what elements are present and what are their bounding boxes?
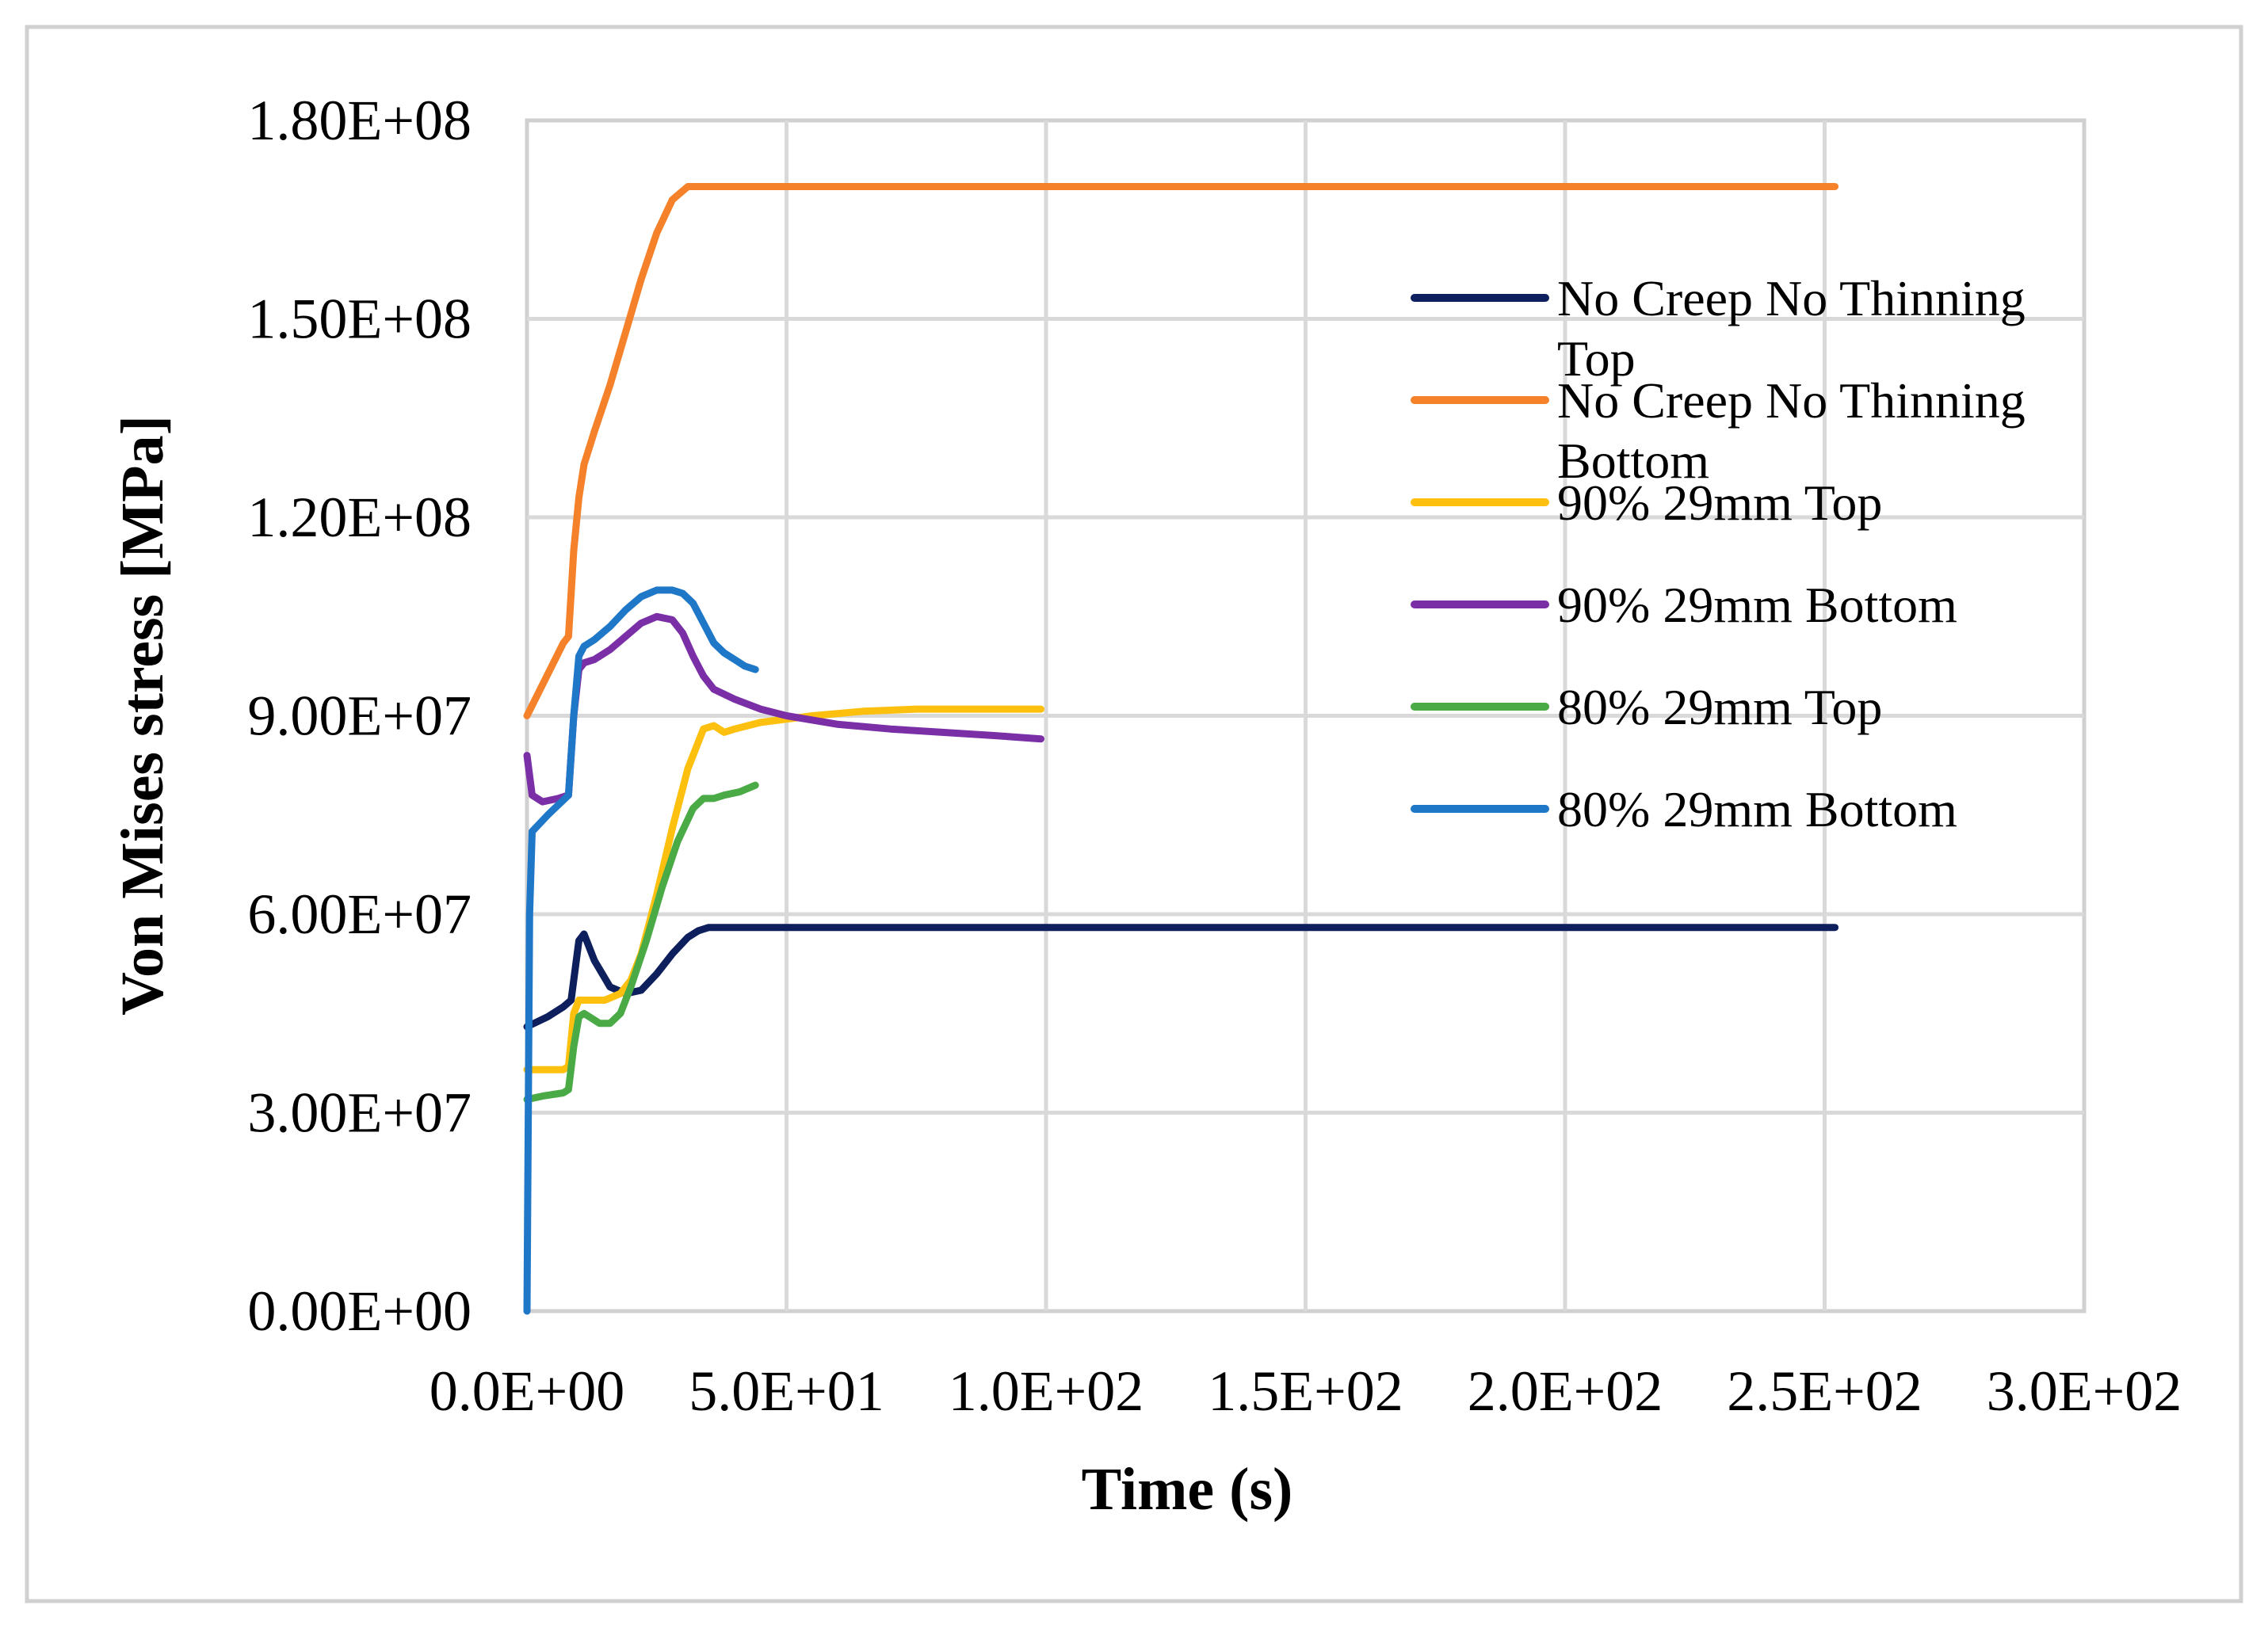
legend-label-5: 80% 29mm Top	[1557, 679, 1882, 735]
series-line-3	[523, 705, 1044, 1073]
legend-label-1: No Creep No Thinning Top	[1557, 270, 2026, 387]
y-tick-label: 1.50E+08	[247, 288, 472, 351]
y-tick-labels: 0.00E+00 3.00E+07 6.00E+07 9.00E+07 1.20E+08…	[247, 89, 472, 1343]
y-tick-label: 0.00E+00	[247, 1279, 472, 1343]
chart-outer-border	[25, 25, 2243, 1603]
x-tick-label: 2.0E+02	[1468, 1359, 1663, 1423]
x-tick-label: 3.0E+02	[1987, 1359, 2182, 1423]
x-tick-label: 1.0E+02	[949, 1359, 1144, 1423]
y-tick-label: 1.80E+08	[247, 89, 472, 152]
legend-label-6: 80% 29mm Bottom	[1557, 781, 1957, 837]
series-line-6	[523, 586, 759, 1315]
y-axis-title: Von Mises stress [MPa]	[109, 415, 176, 1016]
y-tick-label: 6.00E+07	[247, 883, 472, 946]
x-axis-title: Time (s)	[1082, 1456, 1293, 1523]
x-tick-label: 2.5E+02	[1727, 1359, 1922, 1423]
y-tick-label: 1.20E+08	[247, 486, 472, 549]
legend-label-2: No Creep No Thinning Bottom	[1557, 372, 2026, 489]
x-tick-label: 1.5E+02	[1208, 1359, 1403, 1423]
series-layer	[523, 183, 1839, 1315]
x-tick-label: 5.0E+01	[689, 1359, 884, 1423]
x-tick-labels: 0.0E+00 5.0E+01 1.0E+02 1.5E+02 2.0E+02 2.5E+…	[430, 1359, 2182, 1423]
legend-label-4: 90% 29mm Bottom	[1557, 577, 1957, 633]
series-line-5	[523, 781, 759, 1104]
x-tick-label: 0.0E+00	[430, 1359, 625, 1423]
y-tick-label: 3.00E+07	[247, 1081, 472, 1145]
y-tick-label: 9.00E+07	[247, 684, 472, 748]
series-line-1	[523, 924, 1839, 1031]
series-line-2	[523, 183, 1839, 719]
legend-label-3: 90% 29mm Top	[1557, 475, 1882, 531]
